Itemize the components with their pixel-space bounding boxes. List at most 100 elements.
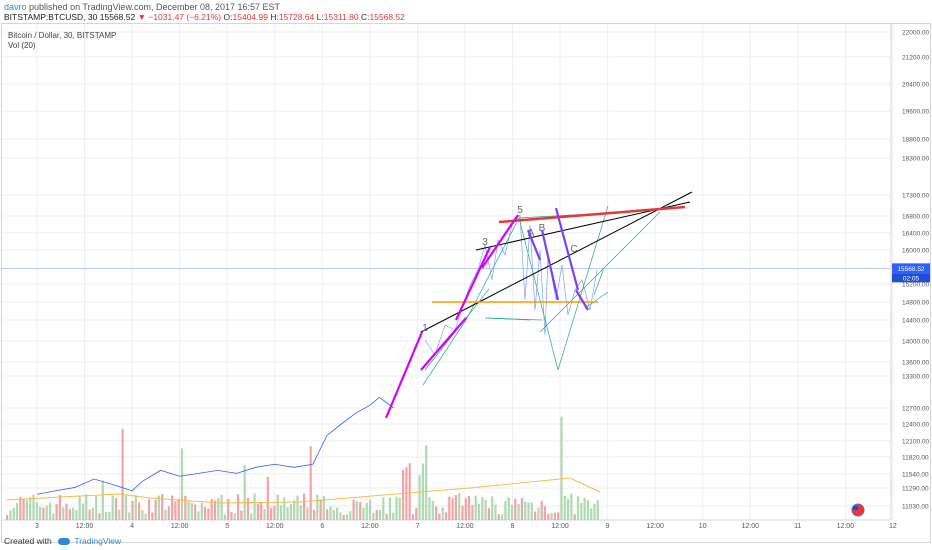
author-link[interactable]: davro bbox=[4, 2, 27, 12]
volume-bar bbox=[339, 512, 342, 520]
x-tick-label: 4 bbox=[130, 523, 134, 530]
fan-line bbox=[465, 217, 520, 321]
volume-bar bbox=[101, 480, 104, 520]
volume-bar bbox=[190, 502, 193, 520]
volume-bar bbox=[286, 507, 289, 520]
volume-bar bbox=[454, 495, 457, 520]
volume-bar bbox=[19, 497, 22, 520]
y-tick-label: 16800.00 bbox=[902, 214, 929, 221]
volume-bar bbox=[497, 514, 500, 520]
y-tick-label: 12100.00 bbox=[902, 439, 929, 446]
corrective-wave bbox=[526, 229, 542, 261]
volume-bar bbox=[22, 499, 25, 520]
volume-bar bbox=[157, 495, 160, 520]
footer: Created with TradingView bbox=[4, 536, 121, 546]
y-tick-label: 21200.00 bbox=[902, 55, 929, 62]
x-tick-label: 5 bbox=[225, 523, 229, 530]
wave-label: 3 bbox=[482, 237, 488, 248]
volume-bar bbox=[487, 507, 490, 520]
volume-bar bbox=[580, 502, 583, 520]
volume-bar bbox=[543, 506, 547, 520]
x-tick-label: 12:00 bbox=[76, 523, 94, 530]
y-tick-label: 13300.00 bbox=[902, 374, 929, 381]
volume-bar bbox=[62, 507, 65, 520]
volume-bar bbox=[138, 502, 141, 520]
y-tick-label: 11030.00 bbox=[902, 504, 929, 511]
impulse-wave bbox=[420, 317, 467, 371]
volume-bar bbox=[326, 509, 329, 520]
volume-bar bbox=[124, 495, 127, 520]
volume-bar bbox=[507, 497, 510, 520]
corrective-wave bbox=[554, 207, 580, 291]
volume-bar bbox=[121, 428, 124, 520]
volume-bar bbox=[263, 509, 266, 520]
x-tick-label: 12:00 bbox=[171, 523, 189, 530]
volume-bar bbox=[299, 505, 302, 520]
corrective-wave bbox=[540, 229, 560, 301]
x-tick-label: 12:00 bbox=[266, 523, 284, 530]
volume-bar bbox=[207, 508, 210, 520]
tradingview-brand[interactable]: TradingView bbox=[74, 536, 122, 546]
volume-bar bbox=[372, 512, 375, 520]
volume-bar bbox=[6, 514, 9, 520]
volume-indicator-label[interactable]: Vol (20) bbox=[8, 41, 36, 50]
volume-bar bbox=[576, 496, 580, 520]
price-change: ▼ −1031.47 (−6.21%) bbox=[137, 12, 222, 22]
volume-bar bbox=[233, 513, 236, 520]
volume-bar bbox=[306, 507, 309, 520]
event-marker-icon bbox=[851, 503, 865, 517]
x-tick-label: 11 bbox=[794, 523, 801, 530]
volume-bar bbox=[270, 508, 273, 520]
x-tick-label: 12:00 bbox=[741, 523, 759, 530]
volume-bar bbox=[395, 496, 398, 520]
volume-bar bbox=[398, 497, 401, 520]
volume-bar bbox=[378, 510, 382, 520]
volume-bar bbox=[237, 494, 240, 520]
volume-bar bbox=[590, 508, 593, 520]
volume-bar bbox=[154, 499, 157, 520]
volume-bar bbox=[273, 505, 276, 520]
volume-bar bbox=[557, 512, 560, 520]
volume-bar bbox=[164, 509, 167, 520]
volume-bar bbox=[114, 498, 118, 520]
volume-bar bbox=[362, 507, 365, 520]
x-tick-label: 9 bbox=[606, 523, 610, 530]
y-tick-label: 12700.00 bbox=[902, 406, 929, 413]
volume-bar bbox=[174, 501, 177, 520]
volume-bar bbox=[319, 499, 322, 520]
y-tick-label: 14800.00 bbox=[902, 300, 929, 307]
close-label: C: bbox=[360, 12, 370, 22]
volume-bar bbox=[593, 503, 596, 520]
symbol-label: BITSTAMP:BTCUSD, 30 bbox=[4, 12, 98, 22]
volume-bar bbox=[464, 498, 467, 520]
y-tick-label: 15200.00 bbox=[902, 282, 929, 289]
high-value: 15728.64 bbox=[278, 12, 315, 22]
volume-bar bbox=[524, 501, 527, 520]
volume-bar bbox=[88, 509, 91, 520]
volume-bar bbox=[402, 469, 405, 520]
volume-bar bbox=[431, 500, 434, 520]
volume-bar bbox=[329, 506, 332, 520]
volume-bar bbox=[352, 499, 355, 520]
volume-bar bbox=[481, 497, 484, 520]
volume-bar bbox=[108, 511, 111, 520]
volume-bar bbox=[167, 506, 170, 520]
volume-bar bbox=[9, 510, 12, 520]
volume-bar bbox=[289, 504, 292, 520]
y-tick-label: 20400.00 bbox=[902, 82, 929, 89]
volume-bar bbox=[230, 512, 233, 520]
y-tick-label: 14000.00 bbox=[902, 339, 929, 346]
y-tick-label: 16400.00 bbox=[902, 231, 929, 238]
volume-bar bbox=[111, 495, 114, 520]
y-tick-label: 19600.00 bbox=[902, 109, 929, 116]
volume-bar bbox=[227, 499, 230, 520]
volume-bar bbox=[72, 507, 75, 520]
volume-bar bbox=[141, 510, 144, 520]
volume-bar bbox=[223, 514, 226, 520]
volume-bar bbox=[98, 513, 101, 520]
volume-bar bbox=[39, 506, 42, 520]
volume-bar bbox=[75, 509, 78, 520]
volume-bar bbox=[48, 502, 52, 520]
volume-bar bbox=[332, 509, 335, 520]
